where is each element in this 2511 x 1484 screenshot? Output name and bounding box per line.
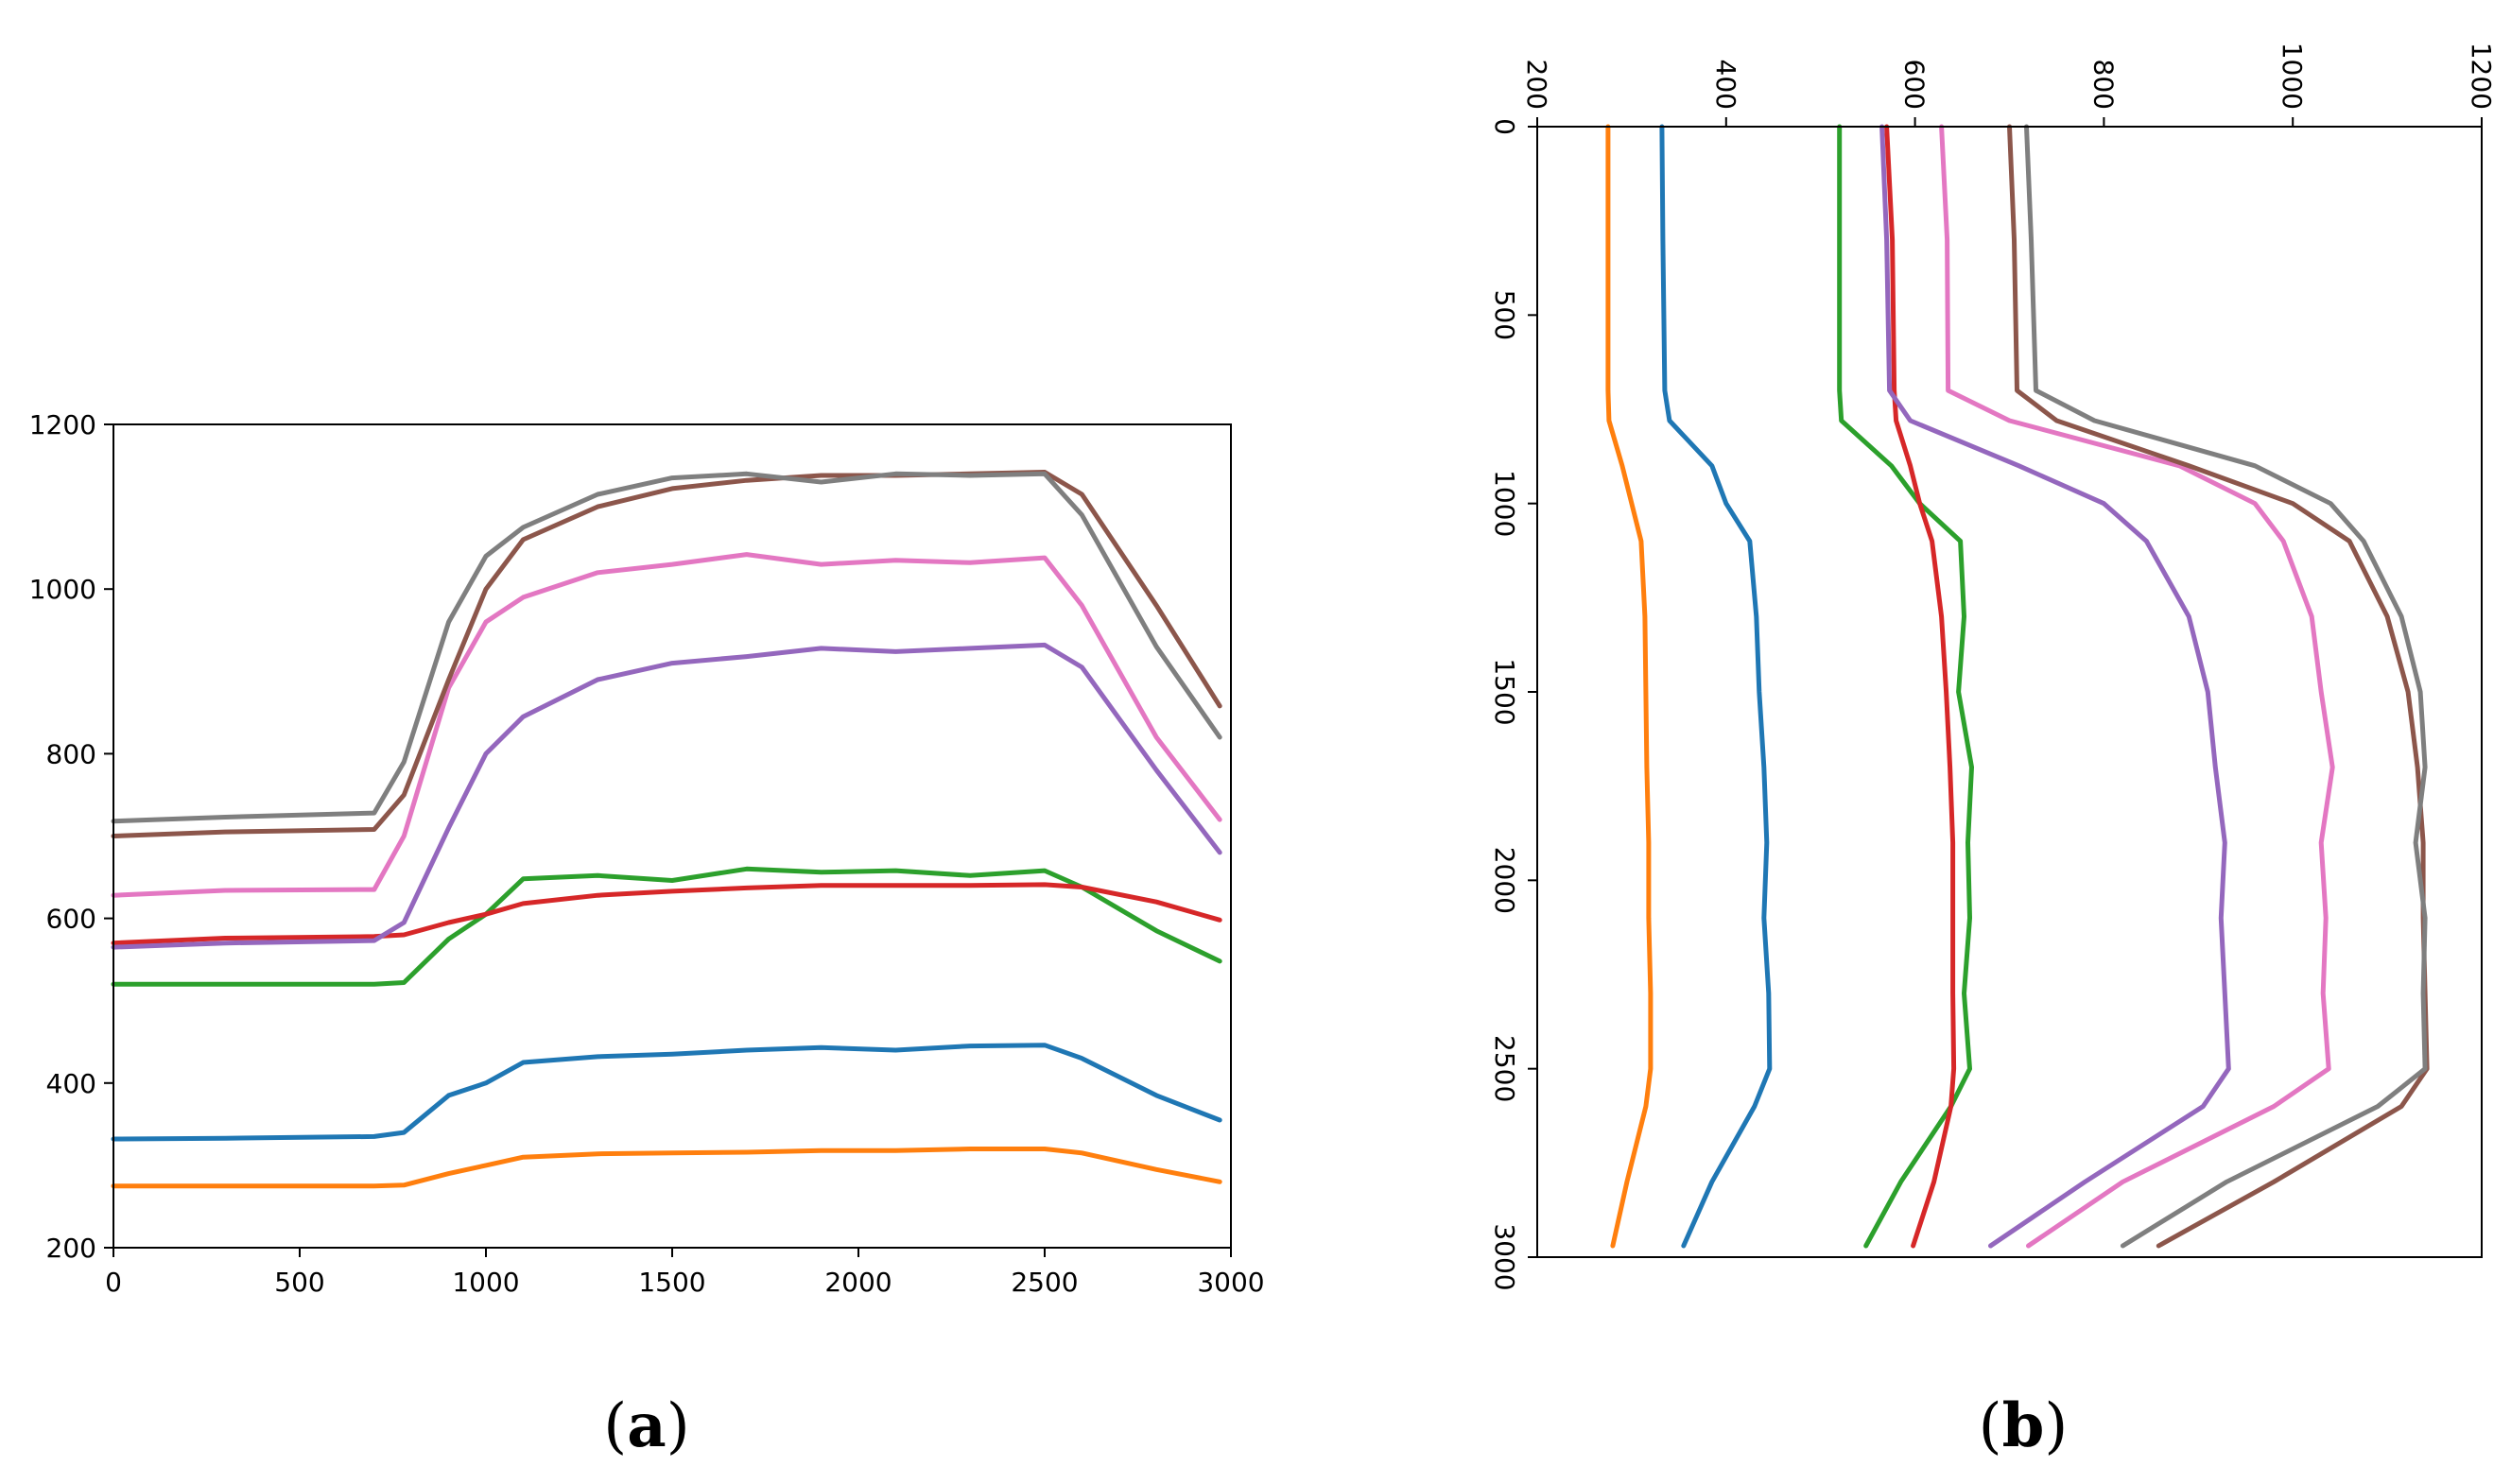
panel-b-x-tick-label: 1000 [1489,470,1520,537]
panel-a-y-tick-label: 600 [46,904,96,935]
panel-b-series-green [1837,124,1974,1249]
panel-b-x-tick-label: 500 [1489,290,1520,340]
panel-b-series-purple [1879,124,2231,1249]
panel-b-series-brown [2007,124,2430,1249]
panel-b-x-tick-label: 2000 [1489,847,1520,914]
panel-a-x-tick-label: 3000 [1197,1267,1264,1298]
panel-a-series-gray [111,471,1222,824]
panel-b-series-group [1605,124,2430,1249]
panel-b-series-pink [1939,124,2335,1249]
panel-b-y-tick-label: 200 [1521,60,1552,110]
panel-a-axes-frame [113,423,1232,1249]
panel-a-series-green [111,866,1222,987]
panel-a-series-blue [111,1043,1222,1142]
panel-b-y-tick-label: 800 [2087,60,2119,110]
panel-a-series-group [111,470,1222,1189]
panel-b-y-tick-label: 400 [1710,60,1741,110]
panel-b-y-tick-label: 1200 [2466,43,2497,110]
panel-a-y-tick-label: 200 [46,1233,96,1264]
caption-b: (b) [1979,1390,2069,1461]
panel-b-x-tick-label: 2500 [1489,1035,1520,1102]
caption-a: (a) [603,1390,689,1461]
panel-b-x-tick-label: 0 [1489,118,1520,135]
panel-a: 0 500 1000 1500 2000 2500 3000 200 400 600 800 100… [29,409,1265,1298]
panel-a-series-brown [111,470,1222,838]
panel-a-series-pink [111,552,1222,898]
panel-a-x-tick-label: 2500 [1011,1267,1078,1298]
panel-b-x-ticks: 0 500 1000 1500 2000 2500 3000 [1489,118,1537,1291]
panel-a-y-tick-label: 1000 [29,574,96,605]
panel-a-x-tick-label: 0 [105,1267,122,1298]
panel-b-series-orange [1605,124,1654,1249]
panel-b-x-tick-label: 3000 [1489,1223,1520,1290]
panel-b-series-red [1884,124,1957,1249]
panel-b-series-gray [2024,124,2428,1249]
panel-b: 0 500 1000 1500 2000 2500 3000 200 400 600 800 100… [1489,43,2497,1291]
panel-b-y-tick-label: 600 [1899,60,1931,110]
panel-a-x-tick-label: 1500 [638,1267,705,1298]
panel-a-x-tick-label: 2000 [824,1267,892,1298]
panel-b-series-blue [1659,124,1773,1249]
panel-a-x-tick-label: 500 [274,1267,324,1298]
panel-a-y-ticks: 200 400 600 800 1000 1200 [29,409,113,1264]
panel-a-series-orange [111,1147,1222,1189]
panel-a-y-tick-label: 1200 [29,409,96,440]
panel-a-series-red [111,882,1222,946]
panel-a-y-tick-label: 800 [46,738,96,769]
panel-b-y-ticks: 200 400 600 800 1000 1200 [1521,43,2497,127]
panel-a-y-tick-label: 400 [46,1068,96,1099]
panel-a-series-purple [111,642,1222,950]
panel-b-y-tick-label: 1000 [2277,43,2308,110]
panel-b-x-tick-label: 1500 [1489,658,1520,725]
panel-a-x-ticks: 0 500 1000 1500 2000 2500 3000 [105,1248,1265,1298]
panel-b-axes-frame [1536,126,2483,1258]
panel-a-x-tick-label: 1000 [452,1267,519,1298]
